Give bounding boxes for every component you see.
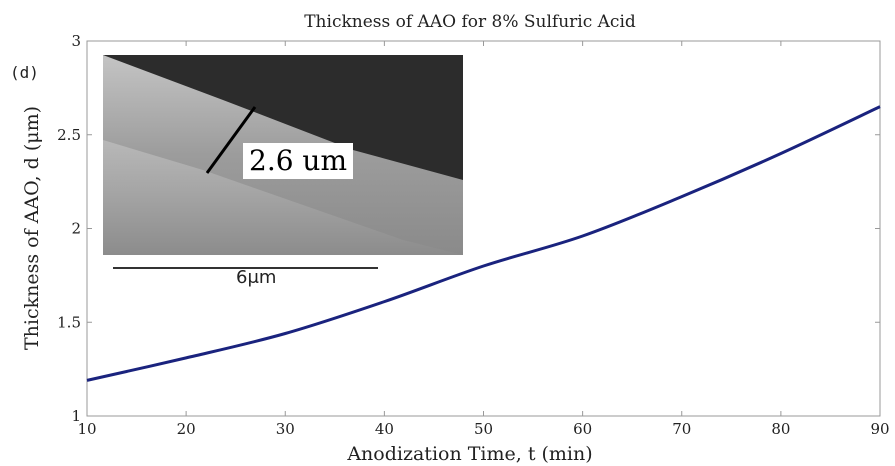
y-tick-label: 1.5 [57,313,81,331]
x-tick-label: 30 [276,420,295,438]
x-tick-label: 80 [771,420,790,438]
x-tick-label: 40 [375,420,394,438]
chart-title: Thickness of AAO for 8% Sulfuric Acid [304,12,636,32]
y-tick-label: 2 [71,220,81,238]
x-tick-label: 90 [870,420,889,438]
x-tick-label: 10 [77,420,96,438]
scale-bar-label: 6μm [236,267,277,288]
panel-label: (d) [10,63,39,82]
y-tick-label: 3 [71,32,81,50]
y-tick-label: 1 [71,407,81,425]
x-tick-label: 50 [474,420,493,438]
series-line-thickness [86,105,881,382]
scale-bar [113,267,378,269]
inset-measurement-label: 2.6 um [243,143,354,179]
y-tick-label: 2.5 [57,126,81,144]
y-axis-label: Thickness of AAO, d (μm) [21,106,43,350]
x-tick-label: 70 [672,420,691,438]
sem-inset-image: 2.6 um [103,55,463,255]
x-axis-label: Anodization Time, t (min) [346,443,592,465]
x-tick-label: 60 [573,420,592,438]
x-tick-label: 20 [177,420,196,438]
